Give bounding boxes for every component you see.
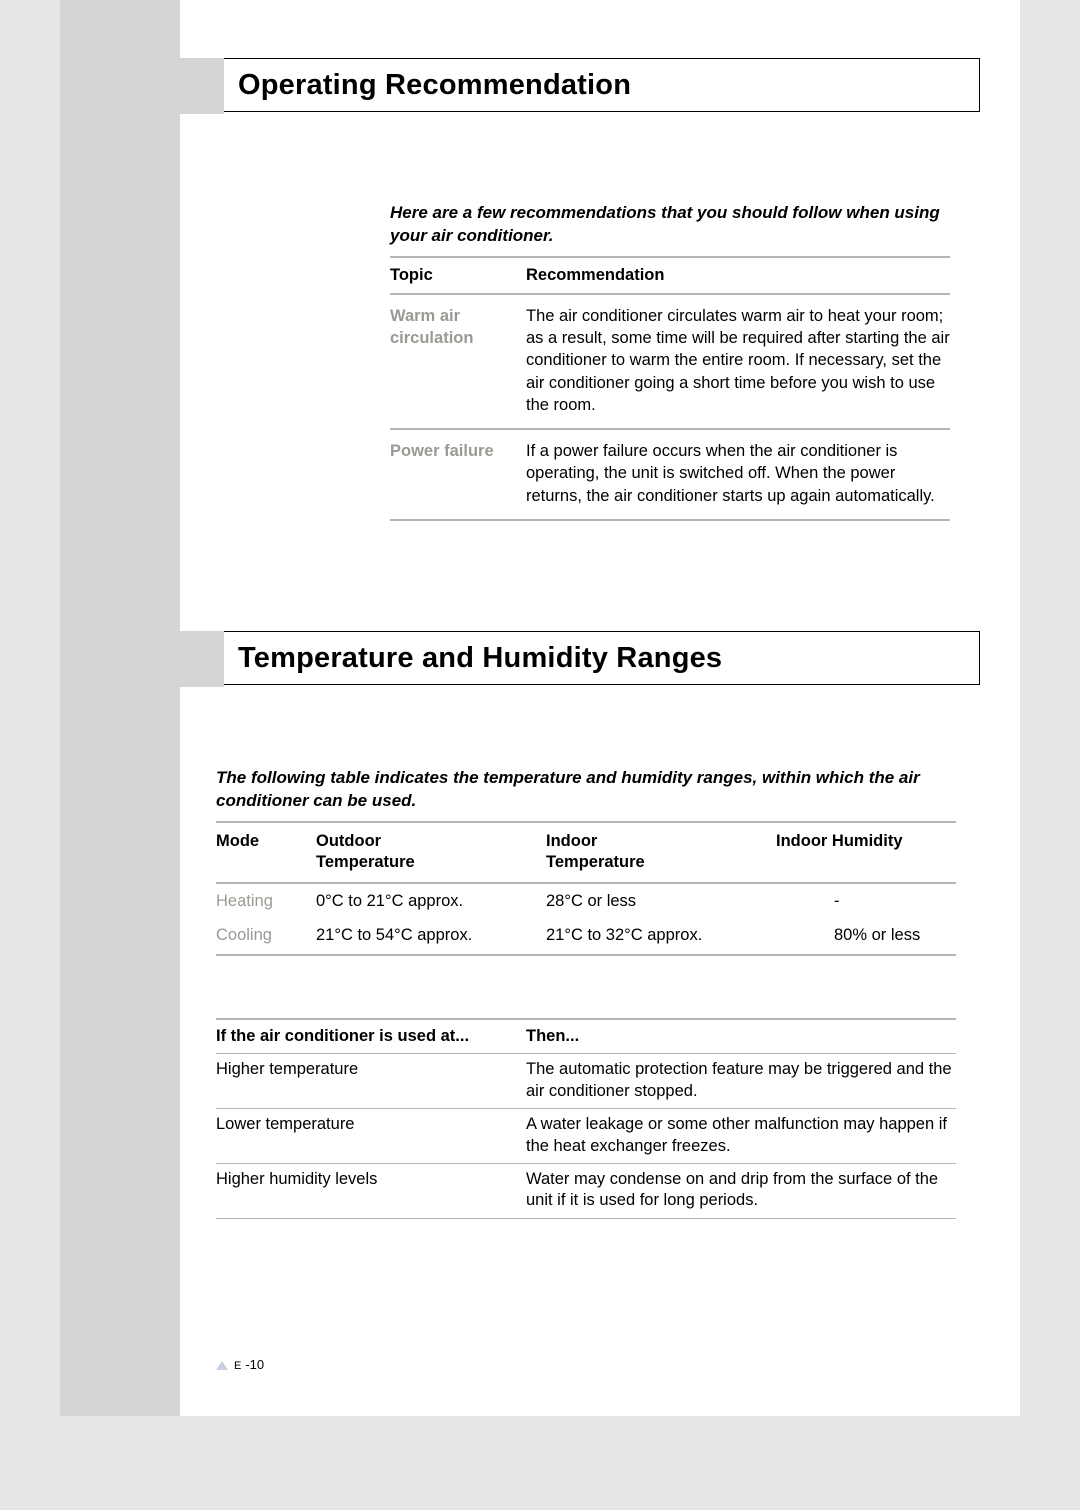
table-row: Cooling 21°C to 54°C approx. 21°C to 32°… — [216, 918, 956, 955]
page-number: E -10 — [216, 1357, 264, 1372]
indoor-cell: 21°C to 32°C approx. — [546, 918, 776, 955]
section2-intro: The following table indicates the temper… — [216, 767, 960, 813]
table-row: Heating 0°C to 21°C approx. 28°C or less… — [216, 883, 956, 918]
col-indoor-l1: Indoor — [546, 832, 597, 850]
recommendation-table: Topic Recommendation Warm air circulatio… — [390, 256, 950, 521]
page-prefix: E — [234, 1360, 241, 1372]
table-row: Power failure If a power failure occurs … — [390, 429, 950, 520]
humidity-cell: 80% or less — [776, 918, 956, 955]
cond-cell: Higher humidity levels — [216, 1164, 526, 1219]
section-tab — [180, 58, 224, 114]
rec-cell: If a power failure occurs when the air c… — [526, 429, 950, 520]
col-outdoor-l2: Temperature — [316, 853, 415, 871]
topic-cell: Power failure — [390, 429, 526, 520]
col-outdoor-l1: Outdoor — [316, 832, 381, 850]
left-sidebar — [60, 0, 180, 1416]
table-row: Warm air circulation The air conditioner… — [390, 294, 950, 429]
col-condition: If the air conditioner is used at... — [216, 1019, 526, 1054]
section-tab — [180, 631, 224, 687]
col-topic: Topic — [390, 257, 526, 294]
triangle-icon — [216, 1361, 228, 1370]
table-row: Lower temperature A water leakage or som… — [216, 1109, 956, 1164]
table-row: Higher humidity levels Water may condens… — [216, 1164, 956, 1219]
col-then: Then... — [526, 1019, 956, 1054]
section-header-operating: Operating Recommendation — [200, 58, 980, 112]
outdoor-cell: 21°C to 54°C approx. — [316, 918, 546, 955]
col-outdoor: Outdoor Temperature — [316, 822, 546, 883]
col-recommendation: Recommendation — [526, 257, 950, 294]
conditions-table: If the air conditioner is used at... The… — [216, 1018, 956, 1219]
then-cell: Water may condense on and drip from the … — [526, 1164, 956, 1219]
cond-cell: Higher temperature — [216, 1054, 526, 1109]
col-indoor: Indoor Temperature — [546, 822, 776, 883]
rec-cell: The air conditioner circulates warm air … — [526, 294, 950, 429]
mode-cell: Cooling — [216, 918, 316, 955]
range-table: Mode Outdoor Temperature Indoor Temperat… — [216, 821, 956, 956]
indoor-cell: 28°C or less — [546, 883, 776, 918]
mode-cell: Heating — [216, 883, 316, 918]
then-cell: The automatic protection feature may be … — [526, 1054, 956, 1109]
document-page: Operating Recommendation Here are a few … — [180, 0, 1020, 1416]
then-cell: A water leakage or some other malfunctio… — [526, 1109, 956, 1164]
section-title: Operating Recommendation — [238, 69, 631, 102]
outdoor-cell: 0°C to 21°C approx. — [316, 883, 546, 918]
topic-cell: Warm air circulation — [390, 294, 526, 429]
humidity-cell: - — [776, 883, 956, 918]
section1-intro: Here are a few recommendations that you … — [390, 202, 960, 248]
cond-cell: Lower temperature — [216, 1109, 526, 1164]
section-title: Temperature and Humidity Ranges — [238, 642, 722, 675]
footer-area — [0, 1416, 1080, 1510]
table-row: Higher temperature The automatic protect… — [216, 1054, 956, 1109]
col-indoor-l2: Temperature — [546, 853, 645, 871]
col-mode: Mode — [216, 822, 316, 883]
page-num-value: -10 — [245, 1357, 264, 1372]
section-header-ranges: Temperature and Humidity Ranges — [200, 631, 980, 685]
col-humidity: Indoor Humidity — [776, 822, 956, 883]
